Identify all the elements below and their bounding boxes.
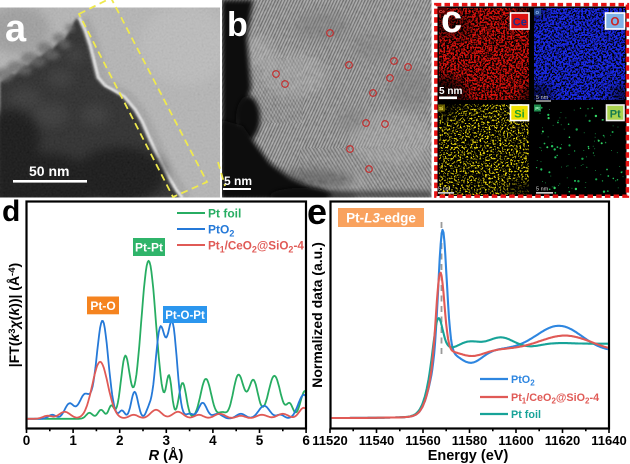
svg-text:Pt foil: Pt foil [208,207,241,221]
svg-text:Ce: Ce [513,17,527,29]
svg-text:11540: 11540 [359,433,394,448]
svg-text:O: O [536,10,540,15]
svg-text:Energy (eV): Energy (eV) [428,448,509,464]
svg-text:3: 3 [163,433,171,448]
svg-text:11600: 11600 [498,433,533,448]
svg-text:5 nm: 5 nm [536,95,549,101]
svg-text:5 nm: 5 nm [439,86,462,97]
svg-text:11580: 11580 [452,433,487,448]
svg-text:Normalized data (a.u.): Normalized data (a.u.) [309,242,325,387]
svg-text:|FT(k3χ(k))| (Å-4): |FT(k3χ(k))| (Å-4) [6,263,22,367]
svg-text:Pt foil: Pt foil [511,409,541,421]
svg-text:Pt-O: Pt-O [90,299,115,313]
svg-text:5: 5 [256,433,264,448]
svg-text:5 nm: 5 nm [438,187,451,193]
svg-text:2: 2 [116,433,124,448]
svg-text:0: 0 [23,433,31,448]
svg-text:e: e [307,191,327,232]
svg-text:a: a [5,8,27,50]
svg-text:4: 4 [209,433,217,448]
svg-text:11620: 11620 [545,433,580,448]
svg-text:50 nm: 50 nm [29,163,69,179]
svg-text:Pt-L3-edge: Pt-L3-edge [346,211,416,226]
svg-text:Pt-Pt: Pt-Pt [135,241,163,255]
svg-text:Pt-O-Pt: Pt-O-Pt [165,310,205,322]
svg-text:5 nm: 5 nm [536,187,549,193]
svg-text:c: c [441,0,462,41]
svg-text:Ce: Ce [439,9,445,14]
svg-text:Pt1/CeO2@SiO2-4: Pt1/CeO2@SiO2-4 [511,392,599,406]
svg-text:b: b [227,6,248,44]
svg-text:5 nm: 5 nm [224,174,252,188]
svg-text:PtO2: PtO2 [511,374,535,388]
svg-text:Pt: Pt [610,109,621,121]
svg-text:d: d [2,195,20,228]
svg-text:PtO2: PtO2 [208,223,234,239]
svg-text:Pt1/CeO2@SiO2-4: Pt1/CeO2@SiO2-4 [208,240,304,255]
svg-text:11560: 11560 [405,433,440,448]
svg-text:6: 6 [302,433,310,448]
svg-text:11520: 11520 [312,433,347,448]
svg-text:1: 1 [69,433,77,448]
svg-text:Si: Si [514,109,524,121]
svg-text:Si: Si [439,106,443,111]
svg-text:11640: 11640 [591,433,626,448]
svg-text:R (Å): R (Å) [149,447,184,464]
svg-text:Pt: Pt [535,106,540,111]
svg-text:O: O [611,17,620,29]
